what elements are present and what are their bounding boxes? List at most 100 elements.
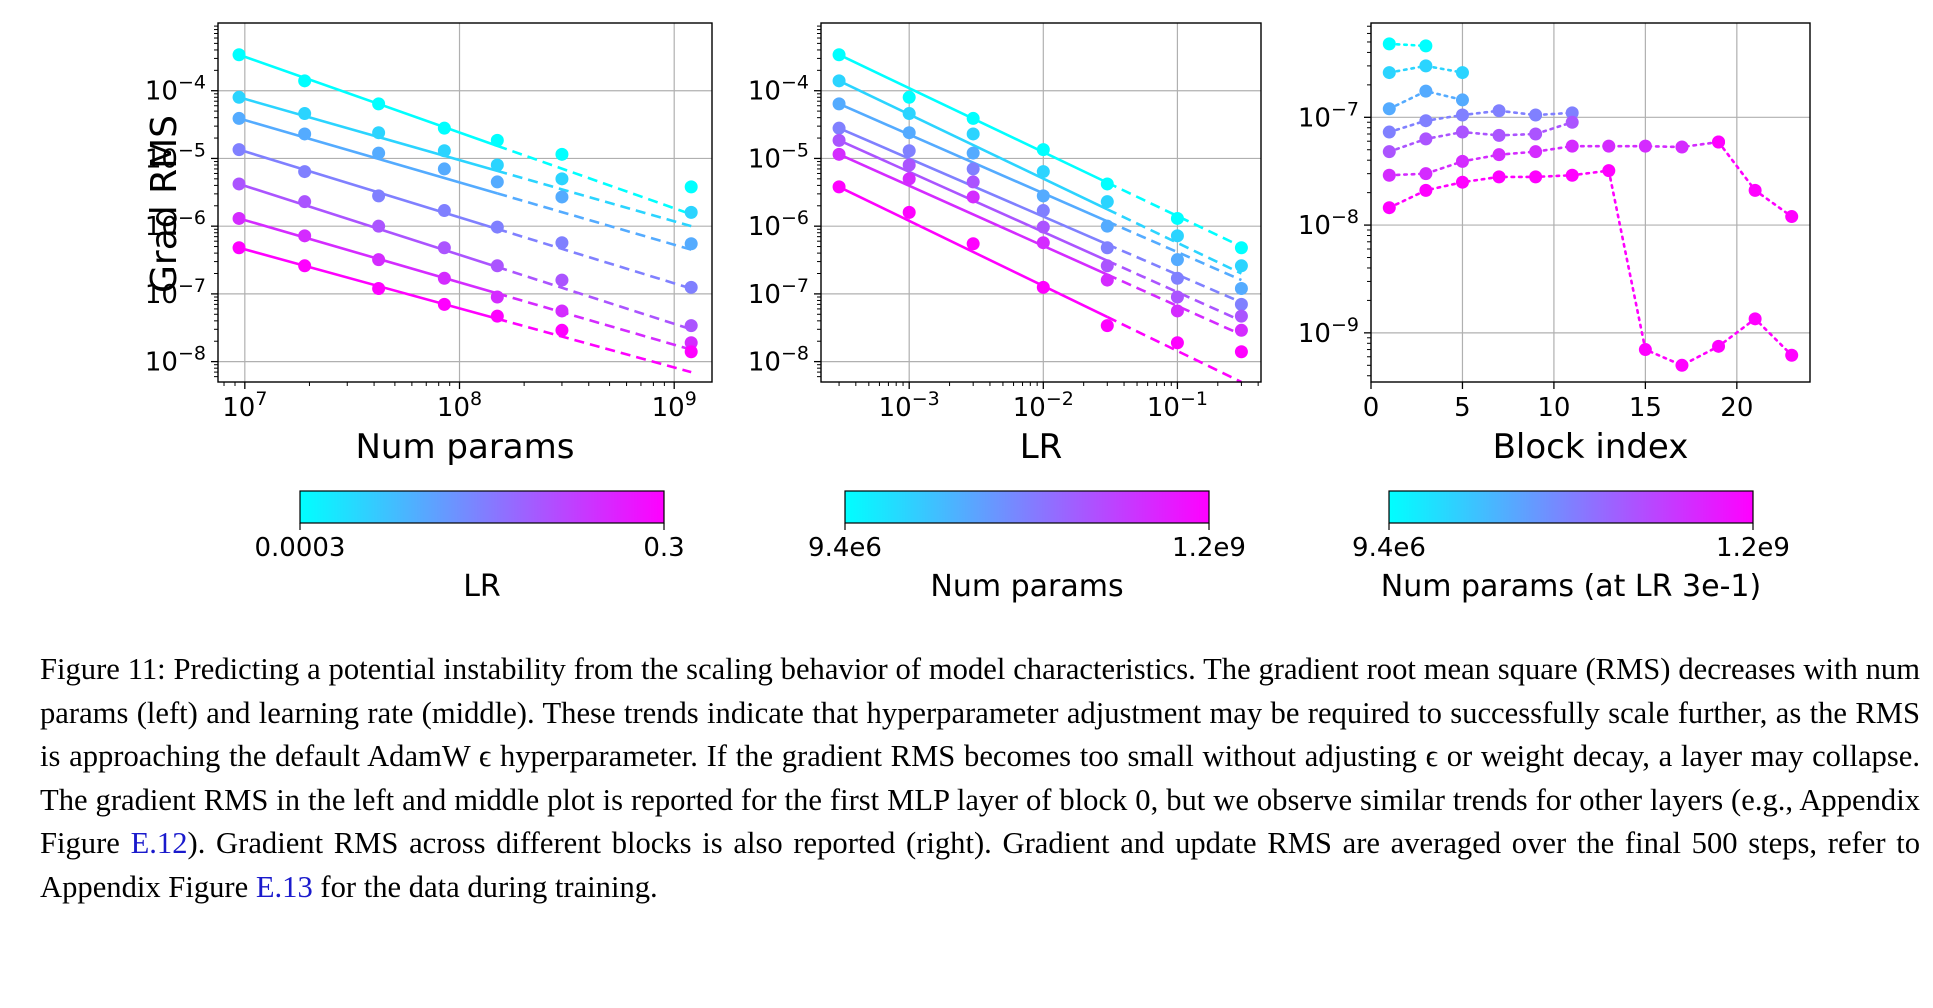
caption-text-3: for the data during training. bbox=[312, 869, 658, 904]
data-point-s3-2 bbox=[372, 189, 386, 203]
data-point-s1-5 bbox=[1170, 229, 1184, 243]
data-point-s1-4 bbox=[490, 158, 504, 172]
fit-line-solid-5 bbox=[238, 217, 498, 295]
colorbar-num-params-gradient bbox=[844, 490, 1210, 524]
colorbar-num-params-lr3e-1-min: 9.4e6 bbox=[1352, 533, 1426, 563]
fit-line-dashed-1 bbox=[496, 169, 692, 228]
data-point-s5-3 bbox=[1492, 148, 1506, 162]
data-point-s5-6 bbox=[1602, 139, 1616, 153]
fit-line-dashed-2 bbox=[496, 192, 692, 251]
data-point-s6-4 bbox=[1529, 170, 1543, 184]
colorbar-lr-label: LR bbox=[463, 569, 501, 604]
series-line-7 bbox=[1717, 140, 1794, 218]
data-point-s6-4 bbox=[1100, 319, 1114, 333]
data-point-s5-6 bbox=[684, 336, 698, 350]
x-tick-label: 15 bbox=[1629, 393, 1662, 423]
data-point-s2-0 bbox=[232, 111, 246, 125]
data-point-s3-5 bbox=[555, 236, 569, 250]
figure-caption: Figure 11: Predicting a potential instab… bbox=[40, 648, 1920, 909]
data-point-s2-4 bbox=[1100, 219, 1114, 233]
data-point-s4-1 bbox=[1419, 132, 1433, 146]
data-point-s6-5 bbox=[1170, 336, 1184, 350]
colorbar-lr-gradient bbox=[299, 490, 665, 524]
x-tick-label: 10−2 bbox=[1013, 388, 1074, 423]
y-axis-label: Grad RMS bbox=[144, 115, 185, 293]
colorbar-num-params-max: 1.2e9 bbox=[1172, 533, 1246, 563]
data-point-s5-5 bbox=[1565, 139, 1579, 153]
figure-number: Figure 11: bbox=[40, 652, 166, 686]
data-point-s1-2 bbox=[1455, 66, 1469, 80]
data-point-s2-5 bbox=[555, 190, 569, 204]
data-point-s4-4 bbox=[1529, 127, 1543, 141]
data-point-s4-0 bbox=[832, 133, 846, 147]
data-point-s5-5 bbox=[555, 304, 569, 318]
data-point-s6-5 bbox=[1565, 168, 1579, 182]
data-point-s6-4 bbox=[490, 309, 504, 323]
data-point-s5-8 bbox=[1675, 140, 1689, 154]
data-point-s4-5 bbox=[1565, 115, 1579, 129]
data-point-s2-2 bbox=[372, 146, 386, 160]
data-point-s0-1 bbox=[902, 90, 916, 104]
colorbar-num-params-lr3e-1-max: 1.2e9 bbox=[1716, 533, 1790, 563]
colorbar-num-params-lr3e-1-label: Num params (at LR 3e-1) bbox=[1381, 569, 1761, 604]
data-point-s3-5 bbox=[1565, 106, 1579, 120]
data-point-s3-5 bbox=[1170, 271, 1184, 285]
fit-line-solid-6 bbox=[838, 185, 1108, 319]
axes-frame bbox=[820, 22, 1262, 383]
data-point-s3-2 bbox=[1455, 108, 1469, 122]
data-point-s3-0 bbox=[232, 143, 246, 157]
plot-grad-rms-vs-lr: 10−3 10−2 10−1 10−8 10−7 10−6 10−5 10−4 LR bbox=[748, 22, 1262, 467]
data-point-s5-1 bbox=[902, 172, 916, 186]
data-point-s7-2 bbox=[1785, 210, 1799, 224]
data-point-s2-3 bbox=[437, 162, 451, 176]
data-point-s2-1 bbox=[298, 127, 312, 141]
data-point-s1-3 bbox=[437, 144, 451, 158]
data-point-s5-4 bbox=[490, 290, 504, 304]
x-tick-label: 0 bbox=[1363, 393, 1380, 423]
data-point-s4-6 bbox=[1234, 309, 1248, 323]
data-point-s5-0 bbox=[1382, 168, 1396, 182]
data-point-s0-0 bbox=[1382, 37, 1396, 51]
data-point-s5-1 bbox=[1419, 167, 1433, 181]
data-point-s6-6 bbox=[1602, 164, 1616, 178]
y-tick-label: 10−8 bbox=[1298, 206, 1359, 241]
data-point-s4-4 bbox=[490, 259, 504, 273]
data-point-s4-4 bbox=[1100, 259, 1114, 273]
data-point-s6-0 bbox=[1382, 201, 1396, 215]
y-tick-label: 10−4 bbox=[748, 72, 809, 107]
data-point-s4-0 bbox=[232, 177, 246, 191]
data-point-s3-0 bbox=[832, 121, 846, 135]
data-point-s0-1 bbox=[298, 74, 312, 88]
data-point-s4-6 bbox=[684, 319, 698, 333]
fit-line-dashed-5 bbox=[1106, 273, 1242, 336]
y-tick-label: 10−4 bbox=[145, 72, 206, 107]
data-point-s6-3 bbox=[437, 297, 451, 311]
data-point-s4-1 bbox=[902, 158, 916, 172]
data-point-s1-1 bbox=[1419, 59, 1433, 73]
x-tick-label: 10 bbox=[1537, 393, 1570, 423]
data-point-s1-6 bbox=[1234, 259, 1248, 273]
data-point-s6-1 bbox=[1419, 183, 1433, 197]
data-point-s3-4 bbox=[1529, 108, 1543, 122]
appendix-link-e12[interactable]: E.12 bbox=[130, 826, 188, 860]
data-point-s6-5 bbox=[555, 323, 569, 337]
colorbar-num-params: 9.4e6 1.2e9 Num params bbox=[808, 490, 1246, 604]
data-point-s5-3 bbox=[437, 271, 451, 285]
colorbar-num-params-label: Num params bbox=[930, 569, 1123, 604]
data-point-s3-1 bbox=[902, 144, 916, 158]
data-point-s1-3 bbox=[1036, 165, 1050, 179]
data-point-s5-2 bbox=[966, 190, 980, 204]
x-tick-label: 109 bbox=[652, 388, 697, 423]
data-point-s4-3 bbox=[437, 241, 451, 255]
data-point-s3-6 bbox=[1234, 297, 1248, 311]
colorbar-num-params-lr3e-1-gradient bbox=[1388, 490, 1754, 524]
fit-line-dashed-5 bbox=[496, 292, 692, 351]
data-point-s5-2 bbox=[372, 253, 386, 267]
data-point-s5-1 bbox=[298, 229, 312, 243]
x-tick-label: 10−1 bbox=[1147, 388, 1208, 423]
data-point-s5-0 bbox=[832, 147, 846, 161]
x-tick-label: 107 bbox=[222, 388, 267, 423]
x-tick-label: 20 bbox=[1720, 393, 1753, 423]
appendix-link-e13[interactable]: E.13 bbox=[255, 869, 313, 904]
data-point-s1-0 bbox=[1382, 66, 1396, 80]
